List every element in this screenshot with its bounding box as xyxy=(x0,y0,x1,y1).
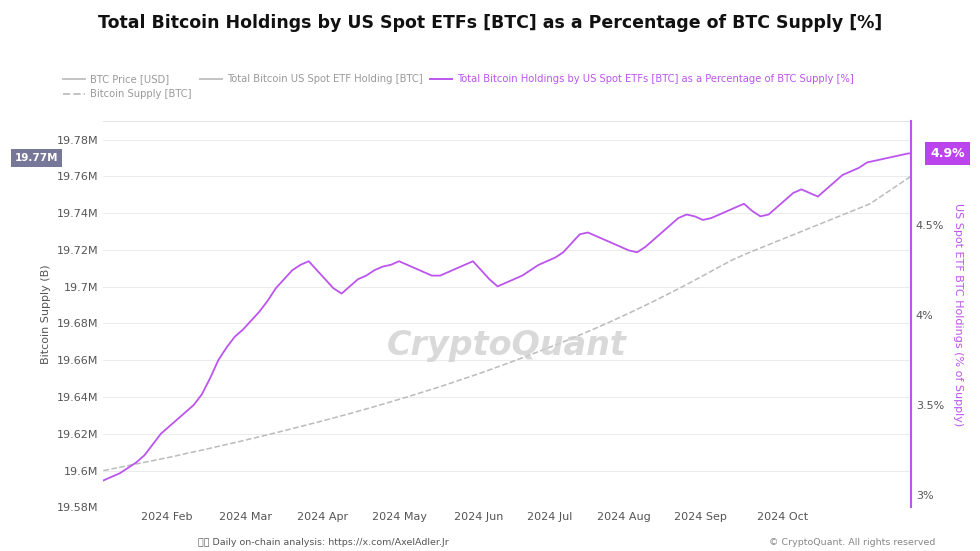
Text: Total Bitcoin Holdings by US Spot ETFs [BTC] as a Percentage of BTC Supply [%]: Total Bitcoin Holdings by US Spot ETFs [… xyxy=(98,14,882,32)
Text: 💧🤟 Daily on-chain analysis: https://x.com/AxelAdler.Jr: 💧🤟 Daily on-chain analysis: https://x.co… xyxy=(198,538,449,547)
Y-axis label: Bitcoin Supply (B): Bitcoin Supply (B) xyxy=(41,264,51,364)
Legend: BTC Price [USD], Bitcoin Supply [BTC], Total Bitcoin US Spot ETF Holding [BTC], : BTC Price [USD], Bitcoin Supply [BTC], T… xyxy=(59,70,858,103)
Text: CryptoQuant: CryptoQuant xyxy=(387,328,627,361)
Y-axis label: US Spot ETF BTC Holdings (% of Supply): US Spot ETF BTC Holdings (% of Supply) xyxy=(953,203,962,426)
Text: © CryptoQuant. All rights reserved: © CryptoQuant. All rights reserved xyxy=(769,538,936,547)
Text: 4.9%: 4.9% xyxy=(930,147,965,160)
Text: 19.77M: 19.77M xyxy=(15,153,59,163)
